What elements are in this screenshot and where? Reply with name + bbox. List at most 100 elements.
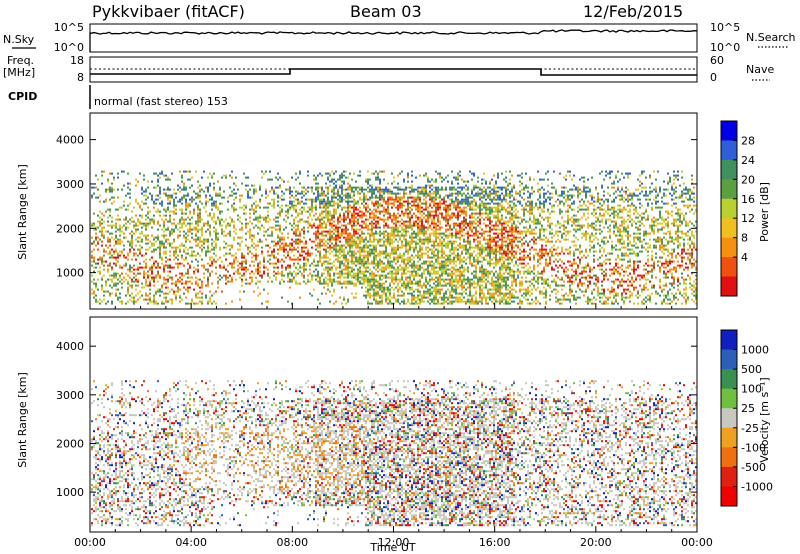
echo-cell xyxy=(341,244,343,247)
echo-cell xyxy=(443,284,445,287)
echo-cell xyxy=(413,190,415,193)
echo-cell xyxy=(393,272,395,275)
echo-cell xyxy=(313,240,315,243)
echo-cell xyxy=(177,288,179,291)
echo-cell xyxy=(361,232,363,235)
echo-cell xyxy=(461,260,463,263)
echo-cell xyxy=(213,292,215,295)
echo-cell xyxy=(241,284,243,287)
echo-cell xyxy=(467,300,469,303)
echo-cell xyxy=(465,268,467,271)
echo-cell xyxy=(177,286,179,289)
echo-cell xyxy=(201,228,203,231)
echo-cell xyxy=(225,258,227,261)
echo-cell xyxy=(469,204,471,207)
echo-cell xyxy=(309,212,311,215)
echo-cell xyxy=(221,260,223,263)
echo-cell xyxy=(411,204,413,207)
echo-cell xyxy=(251,244,253,247)
echo-cell xyxy=(133,300,135,303)
echo-cell xyxy=(329,232,331,235)
echo-cell xyxy=(385,222,387,225)
echo-cell xyxy=(429,280,431,283)
echo-cell xyxy=(159,256,161,259)
echo-cell xyxy=(329,222,331,225)
echo-cell xyxy=(445,208,447,211)
echo-cell xyxy=(359,248,361,251)
echo-cell xyxy=(351,242,353,245)
echo-cell xyxy=(235,228,237,231)
echo-cell xyxy=(235,176,237,179)
echo-cell xyxy=(115,258,117,261)
echo-cell xyxy=(263,256,265,259)
echo-cell xyxy=(451,194,453,197)
echo-cell xyxy=(395,268,397,271)
echo-cell xyxy=(275,228,277,231)
echo-cell xyxy=(209,194,211,197)
echo-cell xyxy=(455,222,457,225)
echo-cell xyxy=(263,218,265,221)
echo-cell xyxy=(449,260,451,263)
echo-cell xyxy=(459,202,461,205)
echo-cell xyxy=(441,284,443,287)
echo-cell xyxy=(337,222,339,225)
echo-cell xyxy=(325,224,327,227)
echo-cell xyxy=(147,276,149,279)
echo-cell xyxy=(331,224,333,227)
echo-cell xyxy=(359,236,361,239)
echo-cell xyxy=(399,264,401,267)
echo-cell xyxy=(291,206,293,209)
echo-cell xyxy=(439,264,441,267)
echo-cell xyxy=(115,240,117,243)
echo-cell xyxy=(441,268,443,271)
echo-cell xyxy=(95,226,97,229)
echo-cell xyxy=(337,248,339,251)
echo-cell xyxy=(393,226,395,229)
echo-cell xyxy=(115,288,117,291)
echo-cell xyxy=(469,216,471,219)
echo-cell xyxy=(387,238,389,241)
echo-cell xyxy=(407,244,409,247)
echo-cell xyxy=(453,242,455,245)
echo-cell xyxy=(317,186,319,189)
echo-cell xyxy=(413,268,415,271)
echo-cell xyxy=(145,222,147,225)
echo-cell xyxy=(385,286,387,289)
echo-cell xyxy=(467,276,469,279)
echo-cell xyxy=(111,172,113,175)
echo-cell xyxy=(275,262,277,265)
echo-cell xyxy=(259,200,261,203)
echo-cell xyxy=(309,222,311,225)
echo-cell xyxy=(393,278,395,281)
echo-cell xyxy=(91,224,93,227)
echo-cell xyxy=(357,202,359,205)
echo-cell xyxy=(361,220,363,223)
echo-cell xyxy=(397,256,399,259)
echo-cell xyxy=(111,280,113,283)
echo-cell xyxy=(319,194,321,197)
echo-cell xyxy=(467,240,469,243)
echo-cell xyxy=(461,210,463,213)
echo-cell xyxy=(353,262,355,265)
echo-cell xyxy=(455,300,457,303)
echo-cell xyxy=(417,296,419,299)
echo-cell xyxy=(185,194,187,197)
echo-cell xyxy=(111,256,113,259)
echo-cell xyxy=(321,238,323,241)
echo-cell xyxy=(465,240,467,243)
echo-cell xyxy=(401,256,403,259)
echo-cell xyxy=(153,206,155,209)
echo-cell xyxy=(379,260,381,263)
echo-cell xyxy=(187,280,189,283)
echo-cell xyxy=(427,250,429,253)
echo-cell xyxy=(421,222,423,225)
echo-cell xyxy=(281,264,283,267)
echo-cell xyxy=(185,236,187,239)
echo-cell xyxy=(459,258,461,261)
echo-cell xyxy=(365,276,367,279)
echo-cell xyxy=(323,194,325,197)
echo-cell xyxy=(391,246,393,249)
echo-cell xyxy=(179,226,181,229)
echo-cell xyxy=(257,254,259,257)
echo-cell xyxy=(309,198,311,201)
